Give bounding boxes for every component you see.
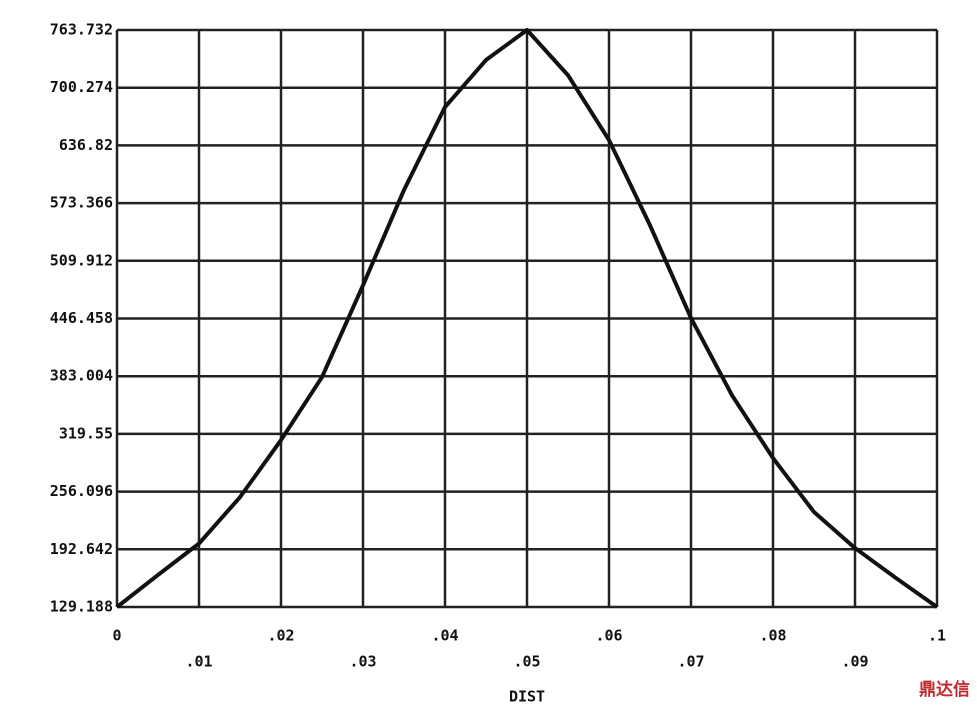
watermark: 鼎达信 bbox=[919, 679, 970, 700]
x-tick-label: .05 bbox=[513, 653, 540, 671]
x-tick-label: .07 bbox=[677, 653, 704, 671]
x-tick-label: .08 bbox=[759, 627, 786, 645]
x-tick-label: .04 bbox=[431, 627, 458, 645]
x-tick-label: .01 bbox=[185, 653, 212, 671]
x-tick-label: .03 bbox=[349, 653, 376, 671]
x-tick-label: .1 bbox=[928, 627, 946, 645]
y-tick-label: 319.55 bbox=[59, 424, 113, 442]
y-tick-label: 129.188 bbox=[50, 598, 113, 616]
y-tick-label: 573.366 bbox=[50, 194, 113, 212]
y-tick-label: 383.004 bbox=[50, 367, 113, 385]
data-line bbox=[115, 28, 939, 609]
y-tick-label: 700.274 bbox=[50, 78, 113, 96]
x-tick-label: 0 bbox=[112, 627, 121, 645]
y-tick-label: 763.732 bbox=[50, 21, 113, 39]
x-axis-label: DIST bbox=[509, 688, 545, 706]
y-tick-label: 256.096 bbox=[50, 482, 113, 500]
x-tick-label: .02 bbox=[267, 627, 294, 645]
y-tick-label: 509.912 bbox=[50, 251, 113, 269]
x-tick-label: .06 bbox=[595, 627, 622, 645]
x-tick-label: .09 bbox=[841, 653, 868, 671]
y-tick-label: 636.82 bbox=[59, 136, 113, 154]
y-tick-label: 446.458 bbox=[50, 309, 113, 327]
y-tick-label: 192.642 bbox=[50, 540, 113, 558]
